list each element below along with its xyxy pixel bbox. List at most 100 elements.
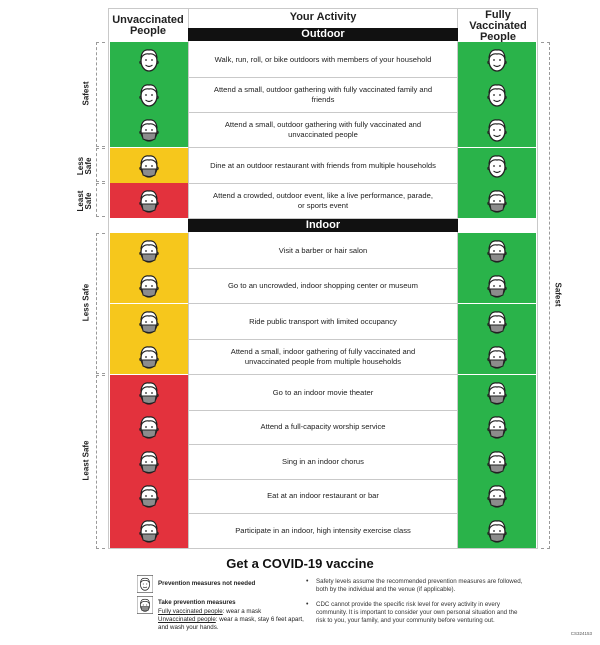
row-divider [188,339,458,340]
activity-row: Attend a full-capacity worship service [108,409,538,445]
vaccinated-risk-cell [458,112,536,147]
legend-unvaccinated-line: Unvaccinated people: wear a mask, stay 6… [158,616,313,632]
face-mask-icon [139,240,159,263]
unvaccinated-risk-cell [110,375,188,410]
activity-row: Eat at an indoor restaurant or bar [108,478,538,514]
face-no-mask-icon [487,119,507,142]
bullet-1: • [306,578,309,585]
activity-text: Attend a crowded, outdoor event, like a … [213,190,433,210]
unvaccinated-risk-cell [110,409,188,444]
vaccinated-risk-cell [458,268,536,303]
row-divider [188,303,458,304]
legend-unvacc-text: : wear a mask, stay 6 feet apart, and wa… [158,616,304,631]
activity-text: Attend a small, outdoor gathering with f… [213,84,433,104]
frame-inner-right [457,8,458,548]
face-mask-icon [487,190,507,213]
row-divider [188,147,458,148]
face-mask-icon [487,416,507,439]
vaccinated-risk-cell [458,513,536,548]
activity-text: Visit a barber or hair salon [278,245,368,255]
face-mask-icon [487,520,507,543]
unvaccinated-risk-cell [110,304,188,339]
header-vaccinated: Fully Vaccinated People [469,8,527,43]
legend-vacc-text: : wear a mask [222,608,262,615]
activity-text: Walk, run, roll, or bike outdoors with m… [214,54,432,64]
bracket-less-safe-outdoor [96,148,105,182]
activity-row: Participate in an indoor, high intensity… [108,513,538,549]
activity-row: Sing in an indoor chorus [108,444,538,480]
vaccinated-risk-cell [458,148,536,183]
vaccinated-risk-cell [458,77,536,112]
vaccinated-risk-cell [458,42,536,77]
unvaccinated-risk-cell [110,112,188,147]
face-mask-icon [139,451,159,474]
bracket-least-safe-indoor [96,375,105,549]
label-least-safe-indoor: Least Safe [81,440,91,481]
header-unvaccinated: Unvaccinated People [112,14,184,37]
activity-row: Attend a crowded, outdoor event, like a … [108,183,538,219]
header-activity: Your Activity [289,11,357,23]
frame-inner-left [188,8,189,548]
label-less-safe-outdoor: Less Safe [76,156,93,176]
unvaccinated-risk-cell [110,478,188,513]
row-divider [188,77,458,78]
unvaccinated-risk-cell [110,444,188,479]
row-divider [188,112,458,113]
vaccinated-risk-cell [458,375,536,410]
activity-row: Go to an indoor movie theater [108,375,538,411]
bracket-least-safe-outdoor [96,183,105,217]
activity-row: Attend a small, outdoor gathering with f… [108,112,538,148]
activity-row: Visit a barber or hair salon [108,233,538,269]
legend-vacc-label: Fully vaccinated people [158,608,223,615]
frame-left [108,8,109,548]
vaccinated-risk-cell [458,409,536,444]
face-mask-icon [137,596,153,614]
face-mask-icon [487,382,507,405]
face-mask-icon [487,311,507,334]
face-no-mask-icon [487,155,507,178]
face-no-mask-icon [137,575,153,593]
activity-row: Ride public transport with limited occup… [108,304,538,340]
legend-take-measures: Take prevention measures [158,599,236,606]
legend-no-measures: Prevention measures not needed [158,580,256,587]
unvaccinated-risk-cell [110,339,188,374]
activity-row: Go to an uncrowded, indoor shopping cent… [108,268,538,304]
vaccinated-risk-cell [458,233,536,268]
face-mask-icon [487,240,507,263]
activity-text: Participate in an indoor, high intensity… [235,525,411,535]
label-safest: Safest [81,81,91,106]
label-safest-right: Safest [553,282,563,307]
unvaccinated-risk-cell [110,77,188,112]
face-mask-icon [139,275,159,298]
activity-text: Eat at an indoor restaurant or bar [267,490,379,500]
face-mask-icon [139,485,159,508]
frame-top [108,8,538,9]
activity-text: Attend a full-capacity worship service [260,421,386,431]
face-mask-icon [487,451,507,474]
activity-text: Ride public transport with limited occup… [249,316,397,326]
section-outdoor: Outdoor [188,28,458,41]
bracket-less-safe-indoor [96,233,105,374]
activity-text: Go to an indoor movie theater [272,387,374,397]
face-mask-icon [139,311,159,334]
row-divider [188,513,458,514]
note-2: CDC cannot provide the specific risk lev… [316,601,518,624]
activity-text: Attend a small, indoor gathering of full… [230,346,416,366]
vaccinated-risk-cell [458,183,536,218]
face-mask-icon [139,190,159,213]
section-indoor: Indoor [188,219,458,232]
vaccine-cta: Get a COVID-19 vaccine [226,556,374,571]
face-no-mask-icon [487,49,507,72]
activity-text: Attend a small, outdoor gathering with f… [224,119,422,139]
activity-text: Sing in an indoor chorus [282,456,364,466]
row-divider [188,374,458,375]
vaccinated-risk-cell [458,444,536,479]
row-divider [188,268,458,269]
note-1: Safety levels assume the recommended pre… [316,578,523,593]
legend-vaccinated-line: Fully vaccinated people: wear a mask [158,608,308,616]
frame-right [537,8,538,548]
row-divider [188,479,458,480]
face-no-mask-icon [487,84,507,107]
unvaccinated-risk-cell [110,183,188,218]
